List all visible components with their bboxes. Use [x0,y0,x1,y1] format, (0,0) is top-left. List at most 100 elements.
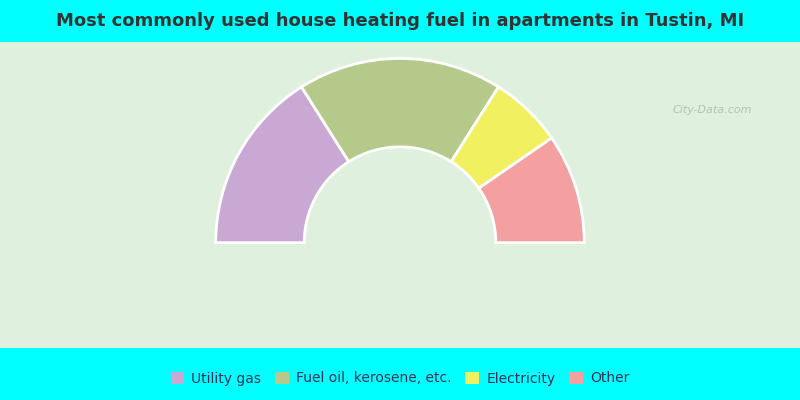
Bar [0,283,800,284]
Bar [0,126,800,127]
Bar [0,204,800,205]
Bar [0,191,800,192]
Bar [0,104,800,105]
Bar [0,113,800,114]
Bar [0,150,800,151]
Bar [0,186,800,187]
Bar [0,45,800,46]
Bar [0,331,800,332]
Bar [0,298,800,299]
Bar [0,265,800,266]
Bar [0,218,800,219]
Bar [0,85,800,86]
Bar [0,131,800,132]
Bar [0,51,800,52]
Bar [0,334,800,335]
Bar [0,236,800,237]
Bar [0,161,800,162]
Bar [0,246,800,247]
Bar [0,163,800,164]
Bar [0,272,800,273]
Bar [0,291,800,292]
Bar [0,141,800,142]
Bar [0,337,800,338]
Bar [0,296,800,297]
Bar [0,253,800,254]
Bar [0,315,800,316]
Bar [0,177,800,178]
Bar [0,42,800,348]
Bar [0,208,800,209]
Bar [0,250,800,251]
Bar [0,125,800,126]
Bar [0,52,800,53]
Bar [0,90,800,91]
Bar [0,134,800,135]
Bar [0,299,800,300]
Bar [0,229,800,230]
Bar [0,156,800,157]
Bar [0,138,800,139]
Bar [0,154,800,155]
Bar [0,107,800,108]
Bar [0,100,800,101]
Bar [0,330,800,331]
Bar [0,220,800,221]
Bar [0,328,800,329]
Bar [0,206,800,207]
Bar [0,105,800,106]
Bar [0,82,800,83]
Bar [0,89,800,90]
Bar [0,275,800,276]
Bar [0,151,800,152]
Bar [0,219,800,220]
Bar [0,179,800,180]
Bar [0,281,800,282]
Bar [0,99,800,100]
Bar [0,119,800,120]
Bar [0,70,800,71]
Wedge shape [216,87,349,243]
Bar [0,338,800,339]
Bar [0,277,800,278]
Bar [0,200,800,201]
Text: City-Data.com: City-Data.com [673,105,752,115]
Bar [0,327,800,328]
Bar [0,202,800,203]
Bar [0,310,800,311]
Bar [0,227,800,228]
Bar [0,77,800,78]
Bar [0,103,800,104]
Bar [0,171,800,172]
Bar [0,159,800,160]
Bar [0,123,800,124]
Bar [0,240,800,241]
Bar [0,239,800,240]
Bar [0,157,800,158]
Bar [0,66,800,67]
Bar [0,268,800,269]
Bar [0,269,800,270]
Bar [0,181,800,182]
Wedge shape [451,87,552,188]
Bar [0,58,800,59]
Bar [0,194,800,195]
Bar [0,293,800,294]
Bar [0,184,800,185]
Wedge shape [479,138,584,243]
Bar [0,173,800,174]
Bar [0,308,800,309]
Bar [0,286,800,287]
Bar [0,305,800,306]
Bar [0,53,800,54]
Bar [0,234,800,235]
Bar [0,210,800,211]
Bar [0,56,800,57]
Bar [0,42,800,43]
Bar [0,339,800,340]
Bar [0,80,800,81]
Bar [0,290,800,291]
Bar [0,149,800,150]
Bar [0,214,800,215]
Bar [0,158,800,159]
